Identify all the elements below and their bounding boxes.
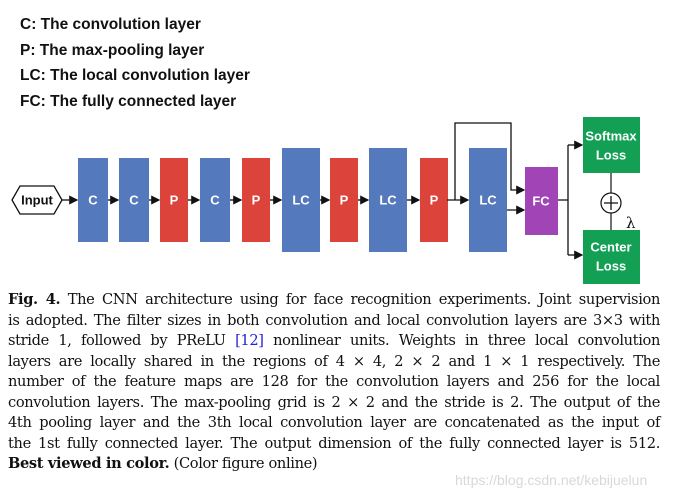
layer-label: LC xyxy=(292,193,310,208)
layer-p xyxy=(420,158,448,242)
layer-label: P xyxy=(252,193,261,208)
layer-label: P xyxy=(430,193,439,208)
caption-bold: Best viewed in color. xyxy=(8,455,170,472)
layer-p xyxy=(160,158,188,242)
softmax-label: Loss xyxy=(596,148,626,163)
layer-label: C xyxy=(210,193,220,208)
caption-text: nonlinear units. Weights in three local … xyxy=(263,332,661,349)
layer-label: C xyxy=(129,193,139,208)
layer-c xyxy=(200,158,230,242)
connector-arrow xyxy=(558,145,569,255)
layer-label: P xyxy=(340,193,349,208)
connector-arrow xyxy=(454,122,526,200)
layer-p xyxy=(242,158,270,242)
figure-caption: Fig. 4. The CNN architecture using for f… xyxy=(8,290,660,475)
caption-line: convolution layers. The max-pooling grid… xyxy=(8,393,660,411)
center-label: Loss xyxy=(596,259,626,274)
caption-line: the 1st fully connected layer. The outpu… xyxy=(8,434,660,452)
layer-c xyxy=(78,158,108,242)
legend: C: The convolution layer P: The max-pool… xyxy=(20,12,250,114)
layer-lc xyxy=(469,148,507,252)
center-label: Center xyxy=(590,240,631,255)
lambda-label: λ xyxy=(626,214,636,232)
legend-item: LC: The local convolution layer xyxy=(20,67,250,84)
fc-label: FC xyxy=(532,194,550,209)
caption-line: 4th pooling layer and the 3th local conv… xyxy=(8,414,660,431)
layer-label: C xyxy=(88,193,98,208)
caption-line: number of the feature maps are 128 for t… xyxy=(8,373,660,390)
layer-label: LC xyxy=(379,193,397,208)
caption-line: is adopted. The filter sizes in both con… xyxy=(8,311,660,329)
cnn-diagram: C C P C P LC P LC P LC Input FC Softmax Loss Cent… xyxy=(11,117,640,284)
watermark: https://blog.csdn.net/kebijuelun xyxy=(455,472,648,488)
layer-lc xyxy=(282,148,320,252)
layer-label: P xyxy=(170,193,179,208)
softmax-loss-box xyxy=(583,117,640,173)
layer-c xyxy=(119,158,149,242)
fc-layer xyxy=(525,167,558,235)
caption-text: stride 1, followed by PReLU xyxy=(8,332,236,349)
figure-label: Fig. 4. xyxy=(8,291,61,308)
citation-link[interactable]: [12] xyxy=(235,332,264,349)
layer-lc xyxy=(369,148,407,252)
legend-item: FC: The fully connected layer xyxy=(20,92,237,110)
center-loss-box xyxy=(583,230,640,284)
caption-line: layers are locally shared in the regions… xyxy=(8,352,660,370)
caption-text: The CNN architecture using for face reco… xyxy=(60,291,661,308)
input-label: Input xyxy=(21,193,53,208)
caption-text: (Color figure online) xyxy=(169,455,318,472)
legend-item: P: The max-pooling layer xyxy=(20,41,205,59)
legend-item: C: The convolution layer xyxy=(20,16,201,33)
layer-label: LC xyxy=(479,193,497,208)
softmax-label: Softmax xyxy=(585,129,637,144)
layer-p xyxy=(330,158,358,242)
